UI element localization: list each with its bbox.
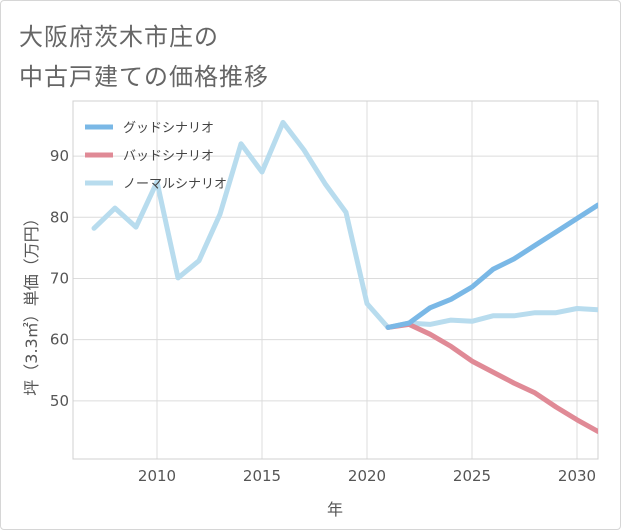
legend-label: ノーマルシナリオ bbox=[123, 177, 227, 192]
series-line-0 bbox=[385, 202, 598, 330]
x-axis-label: 年 bbox=[327, 500, 343, 519]
y-tick-label: 90 bbox=[50, 147, 69, 165]
y-tick-label: 80 bbox=[50, 208, 69, 226]
x-tick-label: 2025 bbox=[453, 467, 491, 485]
legend-label: バッドシナリオ bbox=[123, 149, 214, 164]
legend-label: グッドシナリオ bbox=[123, 121, 214, 136]
series-line-2 bbox=[91, 119, 598, 330]
plot-area bbox=[72, 100, 599, 460]
series-group bbox=[91, 119, 598, 434]
chart-title-line2: 中古戸建ての価格推移 bbox=[19, 63, 269, 91]
x-tick-label: 2010 bbox=[138, 467, 176, 485]
grid bbox=[73, 101, 598, 459]
y-axis-label: 坪（3.3㎡）単価（万円） bbox=[22, 210, 41, 395]
y-tick-label: 60 bbox=[50, 331, 69, 349]
y-tick-label: 70 bbox=[50, 269, 69, 287]
series-line-1 bbox=[385, 321, 598, 434]
chart-title-line1: 大阪府茨木市庄の bbox=[19, 23, 219, 51]
tick-labels: 2010 2015 2020 2025 2030 50 60 70 80 90 bbox=[50, 147, 596, 485]
x-tick-label: 2020 bbox=[348, 467, 386, 485]
x-tick-label: 2030 bbox=[558, 467, 596, 485]
y-tick-label: 50 bbox=[50, 392, 69, 410]
x-tick-label: 2015 bbox=[243, 467, 281, 485]
